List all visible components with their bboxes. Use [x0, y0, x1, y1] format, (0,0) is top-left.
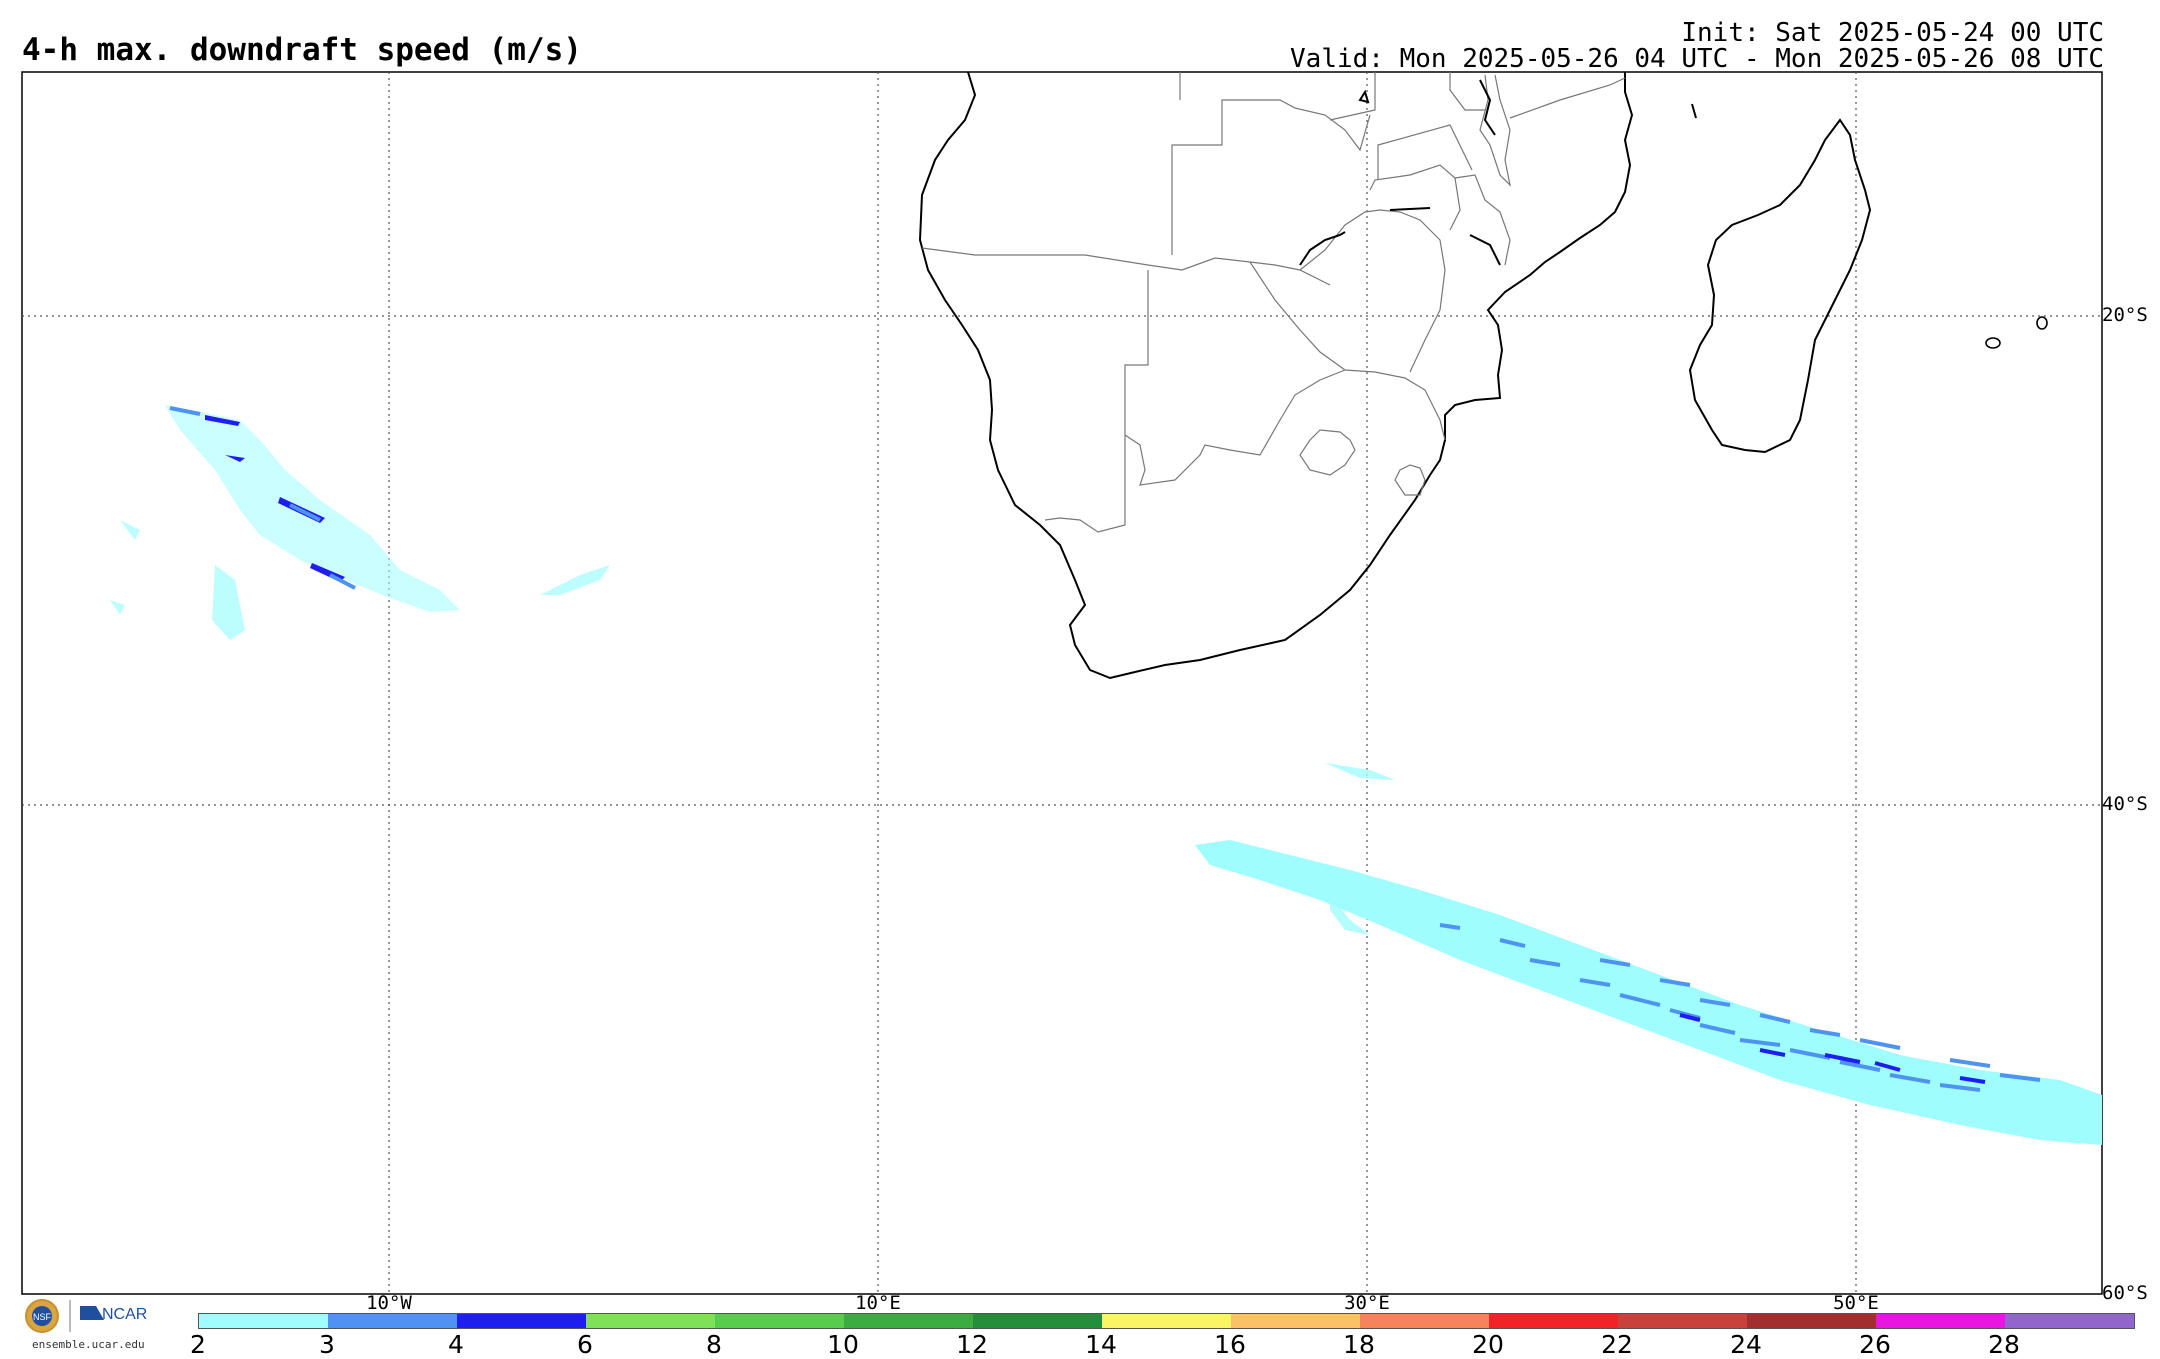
ncar-mark-icon — [80, 1306, 104, 1320]
lakes — [1299, 79, 1697, 266]
lat-label-60s: 60°S — [2102, 1282, 2148, 1304]
colorbar-swatch — [1876, 1314, 2005, 1328]
colorbar-tick-label: 12 — [956, 1330, 988, 1359]
site-url: ensemble.ucar.edu — [32, 1338, 145, 1351]
madagascar — [1688, 118, 1872, 454]
africa-coastline — [918, 71, 1634, 680]
reunion — [2036, 316, 2048, 330]
init-time: Init: Sat 2025-05-24 00 UTC — [1681, 18, 2104, 48]
colorbar-tick-label: 14 — [1085, 1330, 1117, 1359]
lon-label-50e: 50°E — [1833, 1292, 1879, 1314]
nsf-ncar-logo: NSF NCAR — [25, 1299, 147, 1333]
colorbar-tick-label: 6 — [577, 1330, 593, 1359]
colorbar-swatch — [199, 1314, 328, 1328]
colorbar-swatch — [1231, 1314, 1360, 1328]
colorbar-tick-label: 4 — [448, 1330, 464, 1359]
lat-label-40s: 40°S — [2102, 793, 2148, 815]
colorbar-swatch — [328, 1314, 457, 1328]
colorbar-swatch — [973, 1314, 1102, 1328]
lat-label-20s: 20°S — [2102, 304, 2148, 326]
lon-label-10w: 10°W — [366, 1292, 412, 1314]
colorbar-tick-label: 28 — [1988, 1330, 2020, 1359]
colorbar-swatch — [844, 1314, 973, 1328]
colorbar-swatch — [1747, 1314, 1876, 1328]
mauritius — [1985, 337, 2001, 349]
lon-label-10e: 10°E — [855, 1292, 901, 1314]
colorbar-tick-label: 16 — [1214, 1330, 1246, 1359]
colorbar — [198, 1313, 2135, 1329]
colorbar-tick-label: 24 — [1730, 1330, 1762, 1359]
colorbar-tick-label: 3 — [319, 1330, 335, 1359]
colorbar-swatch — [2005, 1314, 2134, 1328]
map-title: 4-h max. downdraft speed (m/s) — [22, 32, 582, 68]
colorbar-swatch — [1360, 1314, 1489, 1328]
graticule — [22, 72, 2102, 1294]
colorbar-swatch — [1489, 1314, 1618, 1328]
colorbar-swatch — [1102, 1314, 1231, 1328]
colorbar-tick-label: 8 — [706, 1330, 722, 1359]
colorbar-swatch — [1618, 1314, 1747, 1328]
svg-text:NSF: NSF — [33, 1312, 52, 1322]
colorbar-tick-label: 20 — [1472, 1330, 1504, 1359]
colorbar-tick-label: 2 — [190, 1330, 206, 1359]
colorbar-tick-label: 22 — [1601, 1330, 1633, 1359]
colorbar-swatch — [457, 1314, 586, 1328]
valid-time: Valid: Mon 2025-05-26 04 UTC - Mon 2025-… — [1290, 44, 2104, 74]
country-borders — [921, 72, 1626, 533]
lon-label-30e: 30°E — [1344, 1292, 1390, 1314]
downdraft-field-west — [110, 405, 610, 640]
colorbar-tick-label: 10 — [827, 1330, 859, 1359]
colorbar-tick-label: 18 — [1343, 1330, 1375, 1359]
svg-text:NCAR: NCAR — [102, 1306, 147, 1323]
colorbar-tick-label: 26 — [1859, 1330, 1891, 1359]
colorbar-swatch — [586, 1314, 715, 1328]
downdraft-field-south — [1195, 763, 2102, 1145]
colorbar-swatch — [715, 1314, 844, 1328]
map-frame — [21, 71, 2103, 1295]
